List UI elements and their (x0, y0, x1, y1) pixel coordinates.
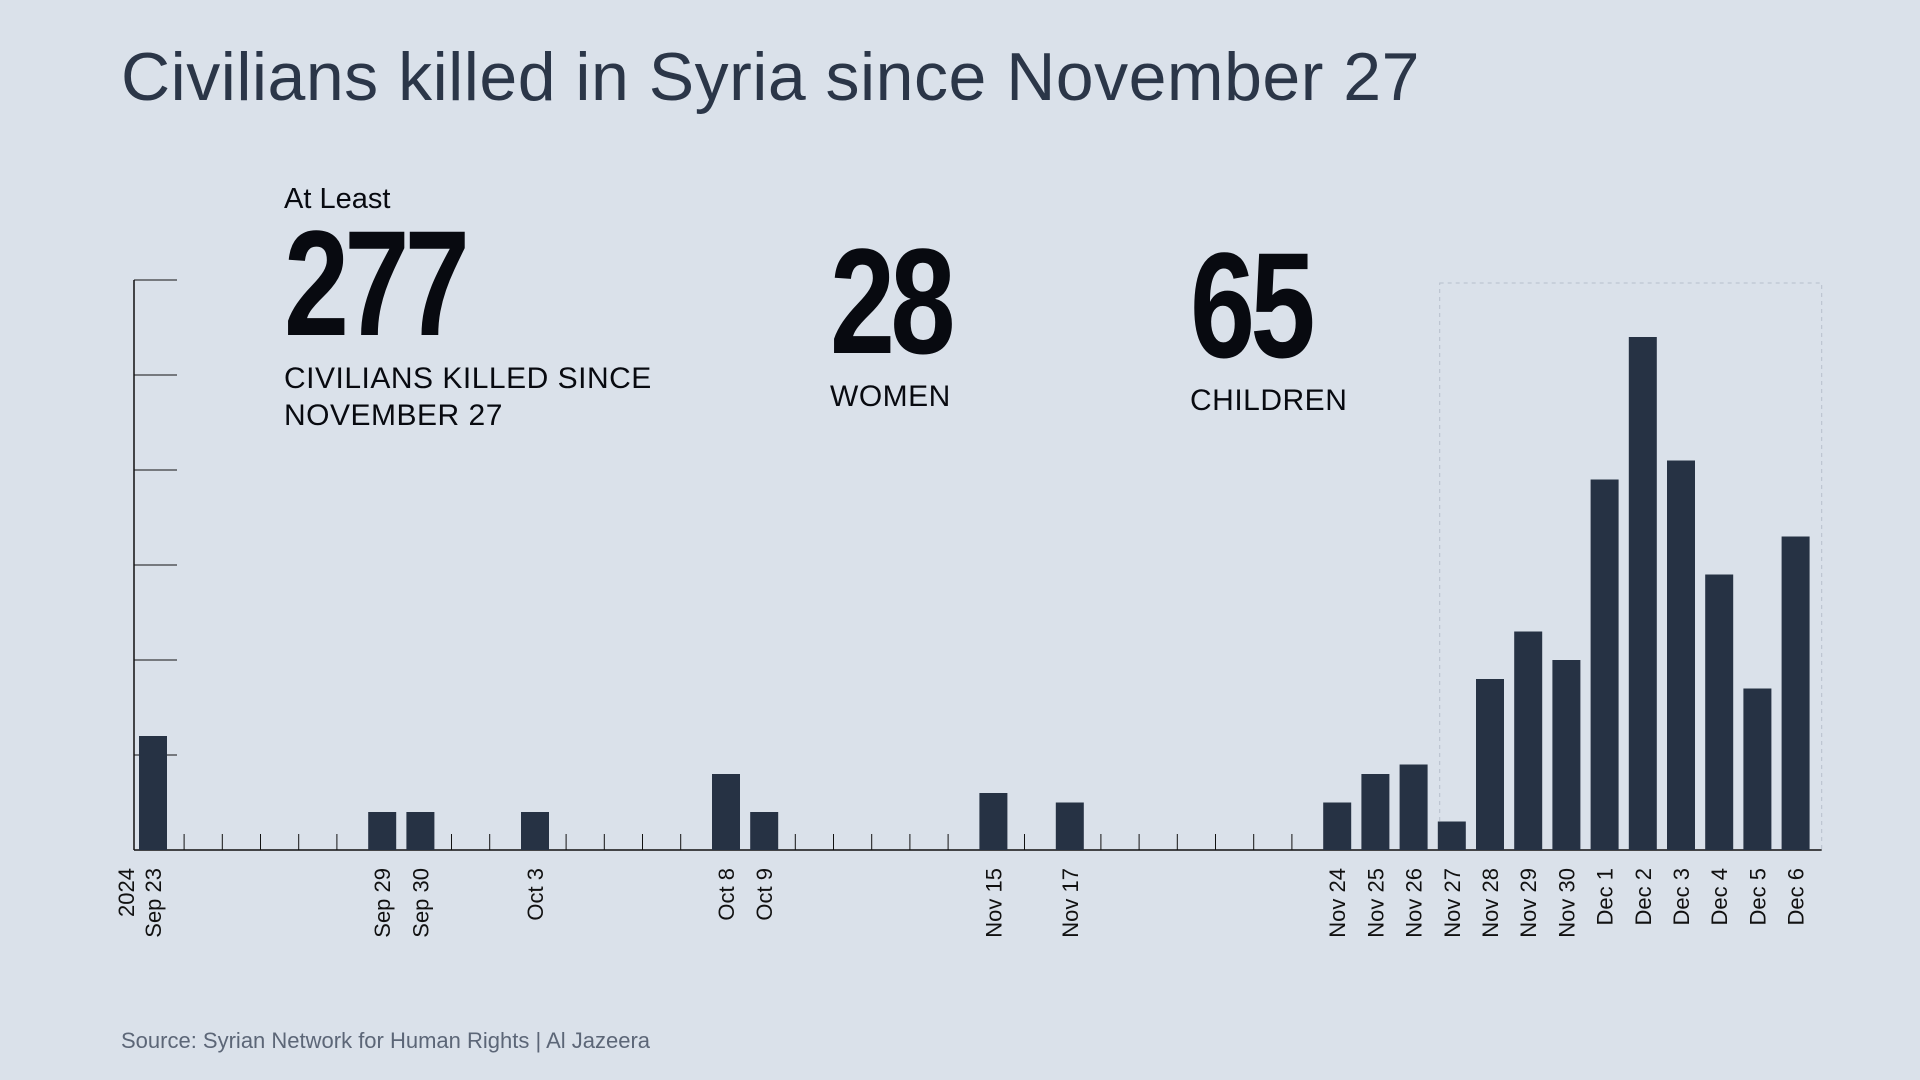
x-tick-label: Sep 29 (370, 868, 395, 938)
x-tick-label: Dec 3 (1669, 868, 1694, 925)
x-tick-label: Sep 23 (141, 868, 166, 938)
bar (1055, 802, 1084, 850)
x-tick-label: Dec 6 (1784, 868, 1809, 925)
x-tick-label: Nov 27 (1440, 868, 1465, 938)
bar (1361, 774, 1390, 850)
source-note: Source: Syrian Network for Human Rights … (121, 1028, 651, 1053)
stat-label-line: NOVEMBER 27 (284, 399, 503, 432)
x-tick-label: Nov 15 (981, 868, 1006, 938)
bar (979, 793, 1008, 850)
bar (521, 812, 549, 850)
chart-title: Civilians killed in Syria since November… (121, 39, 1420, 115)
x-tick-label: Dec 1 (1593, 868, 1618, 925)
bar (1743, 688, 1772, 850)
bar (712, 774, 740, 850)
x-tick-label: Dec 2 (1631, 868, 1656, 925)
bar (1590, 479, 1619, 850)
x-tick-label: Dec 4 (1707, 868, 1732, 925)
stat-label: CIVILIANS KILLED SINCE NOVEMBER 27 (284, 360, 652, 434)
x-tick-label: Oct 9 (752, 868, 777, 921)
stat-women: 28 WOMEN (830, 217, 985, 415)
stat-total-killed: At Least 277 CIVILIANS KILLED SINCE NOVE… (284, 183, 652, 434)
stat-value: 28 (830, 217, 955, 385)
x-tick-label: Dec 5 (1745, 868, 1770, 925)
stat-label: CHILDREN (1190, 384, 1348, 417)
x-tick-label: Nov 17 (1058, 868, 1083, 938)
x-tick-label: Oct 8 (714, 868, 739, 921)
stat-label-line: CIVILIANS KILLED SINCE (284, 362, 652, 395)
x-tick-label: Nov 28 (1478, 868, 1503, 938)
stat-prefix: At Least (284, 183, 391, 215)
bar (1781, 536, 1810, 850)
stat-value: 65 (1190, 221, 1315, 389)
stat-children: 65 CHILDREN (1190, 221, 1348, 419)
stat-label: WOMEN (830, 380, 951, 413)
bar (1705, 574, 1734, 850)
bar (1437, 821, 1466, 850)
bar (139, 736, 167, 850)
stat-value: 277 (284, 199, 470, 367)
bar (1323, 802, 1352, 850)
x-tick-label: Oct 3 (523, 868, 548, 921)
x-tick-label: Nov 26 (1402, 868, 1427, 938)
x-tick-label: Nov 29 (1516, 868, 1541, 938)
bar (406, 812, 435, 850)
bar (1628, 337, 1657, 850)
x-tick-label: Sep 30 (408, 868, 433, 938)
bar (1514, 631, 1543, 850)
bar (1476, 679, 1504, 850)
x-year-label: 2024 (114, 868, 139, 917)
bar (1552, 660, 1581, 850)
x-tick-label: Nov 24 (1325, 868, 1350, 938)
bar (750, 812, 779, 850)
x-tick-label: Nov 30 (1554, 868, 1579, 938)
bar (368, 812, 397, 850)
bar (1667, 460, 1695, 850)
x-tick-label: Nov 25 (1363, 868, 1388, 938)
bar (1399, 764, 1428, 850)
